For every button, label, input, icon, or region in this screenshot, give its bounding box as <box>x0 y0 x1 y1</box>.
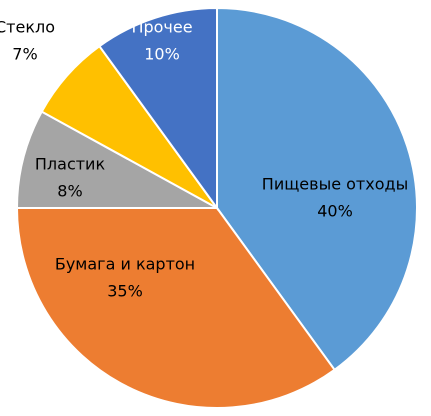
slice-value-label: 7% <box>12 45 37 64</box>
slice-value-label: 35% <box>107 282 143 301</box>
slice-value-label: 40% <box>317 202 353 221</box>
slice-label: Стекло <box>0 18 55 37</box>
slice-value-label: 8% <box>57 182 82 201</box>
pie-slice <box>15 207 336 409</box>
slice-label: Прочее <box>131 18 192 37</box>
pie-slice <box>98 6 218 212</box>
pie-slice <box>15 110 218 209</box>
slice-label: Пищевые отходы <box>262 175 408 194</box>
pie-slice <box>216 6 418 372</box>
slice-label: Бумага и картон <box>55 255 195 274</box>
slice-value-label: 10% <box>144 45 180 64</box>
slice-label: Пластик <box>35 155 106 174</box>
